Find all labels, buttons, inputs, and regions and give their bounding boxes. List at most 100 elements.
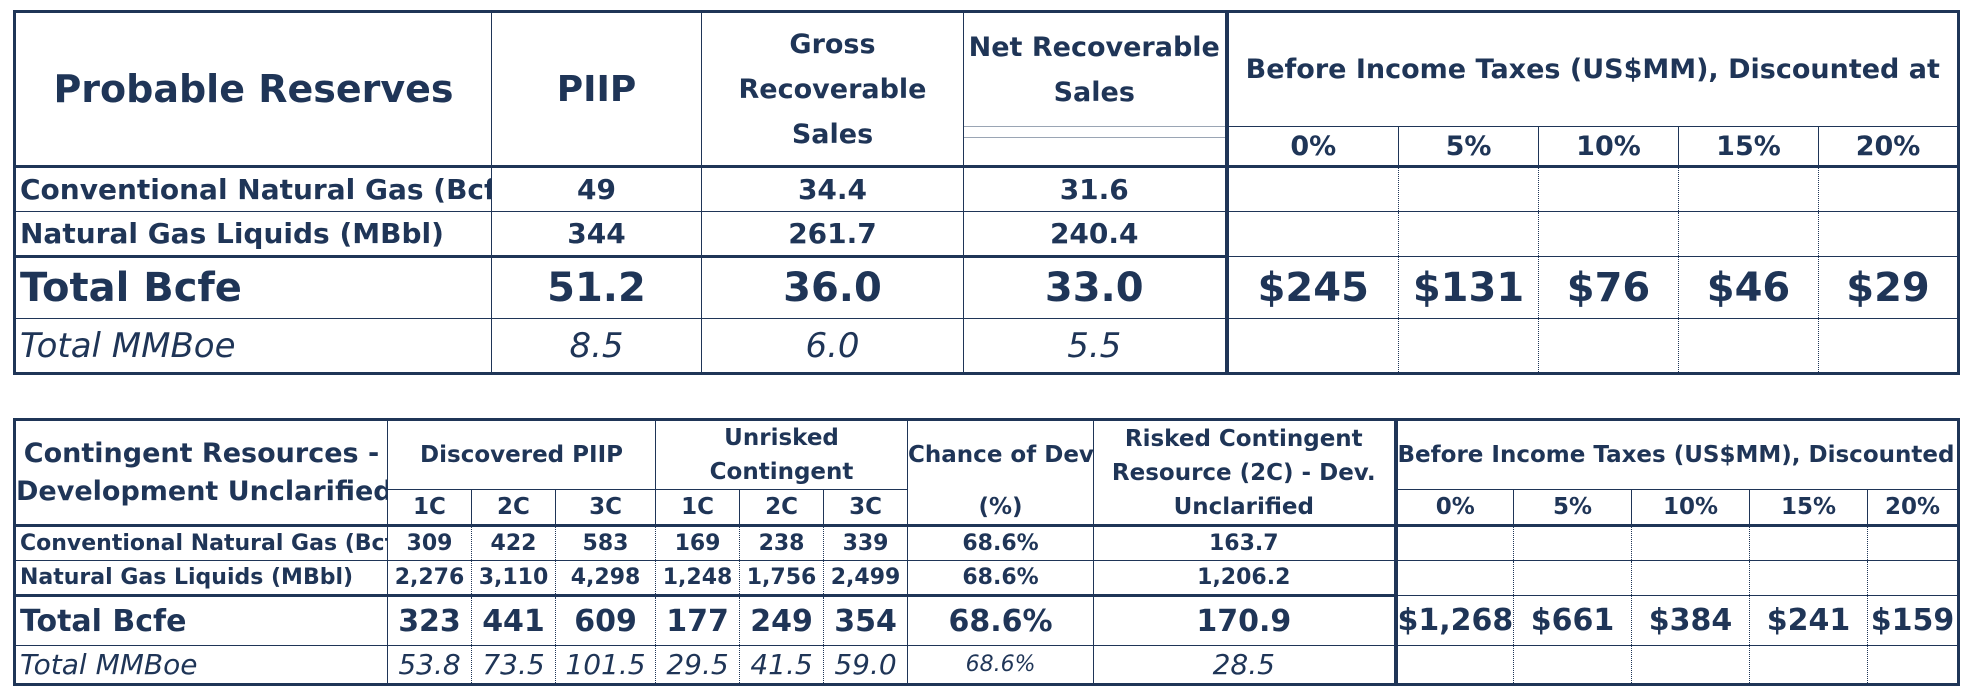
col-net-line2: Sales bbox=[1053, 76, 1135, 108]
npv-15: $46 bbox=[1678, 256, 1819, 319]
total-chance: 68.6% bbox=[907, 594, 1095, 646]
empty-cell bbox=[1224, 318, 1399, 374]
chance-value: 68.6% bbox=[907, 524, 1095, 561]
risked-value: 1,206.2 bbox=[1093, 560, 1397, 596]
piip-2c: 3,110 bbox=[471, 560, 556, 596]
empty-cell bbox=[1749, 560, 1869, 596]
unrisked-3c: 339 bbox=[823, 524, 909, 561]
case-1c: 1C bbox=[655, 489, 741, 526]
empty-cell bbox=[1867, 524, 1960, 561]
probable-reserves-table: Probable Reserves PIIP Gross Recoverable… bbox=[13, 10, 1961, 375]
gross-value: 34.4 bbox=[701, 165, 964, 212]
empty-cell bbox=[1224, 165, 1399, 212]
empty-cell bbox=[1393, 524, 1515, 561]
case-2c: 2C bbox=[471, 489, 556, 526]
npv-10: $384 bbox=[1631, 595, 1751, 646]
empty-cell bbox=[1538, 211, 1679, 257]
col-bit-header: Before Income Taxes (US$MM), Discounted … bbox=[1224, 11, 1960, 127]
col-net-line1: Net Recoverable bbox=[968, 31, 1220, 63]
piip-2c: 422 bbox=[471, 524, 556, 561]
contingent-resources-table: Contingent Resources - Development Uncla… bbox=[13, 418, 1961, 686]
net-subdivider bbox=[963, 126, 1227, 138]
col-unrisked-line1: Unrisked bbox=[724, 425, 839, 451]
total-bcfe-label: Total Bcfe bbox=[14, 255, 492, 319]
net-subdivider-2 bbox=[963, 136, 1227, 168]
npv-5: $661 bbox=[1513, 595, 1633, 646]
discount-15: 15% bbox=[1749, 489, 1869, 526]
col-chance-header: Chance of Dev. bbox=[907, 419, 1095, 490]
net-value: 240.4 bbox=[963, 211, 1227, 257]
total-bcfe-gross: 36.0 bbox=[701, 255, 964, 319]
discount-0: 0% bbox=[1393, 489, 1515, 526]
piip-3c: 583 bbox=[554, 524, 657, 561]
empty-cell bbox=[1817, 318, 1960, 374]
discount-0: 0% bbox=[1224, 126, 1399, 167]
row-label: Natural Gas Liquids (MBbl) bbox=[14, 560, 388, 596]
total-bcfe-net: 33.0 bbox=[963, 255, 1227, 319]
case-2c: 2C bbox=[739, 489, 825, 526]
empty-cell bbox=[1393, 645, 1515, 685]
empty-cell bbox=[1749, 524, 1869, 561]
empty-cell bbox=[1513, 560, 1633, 596]
net-value: 31.6 bbox=[963, 165, 1227, 212]
empty-cell bbox=[1398, 211, 1539, 257]
table-row: Conventional Natural Gas (Bcf) 49 34.4 3… bbox=[14, 165, 1960, 212]
total-unrisked-3c: 354 bbox=[823, 594, 909, 646]
empty-cell bbox=[1678, 165, 1819, 212]
case-3c: 3C bbox=[554, 489, 657, 526]
total-piip-3c: 609 bbox=[554, 594, 657, 646]
total-mmboe-label: Total MMBoe bbox=[14, 318, 492, 374]
empty-cell bbox=[1224, 211, 1399, 257]
npv-20: $159 bbox=[1867, 595, 1960, 646]
col-gross-header: Gross Recoverable Sales bbox=[701, 11, 964, 167]
contingent-title-line1: Contingent Resources - bbox=[23, 437, 380, 469]
empty-cell bbox=[1631, 560, 1751, 596]
npv-5: $131 bbox=[1398, 256, 1539, 319]
risked-value: 163.7 bbox=[1093, 524, 1397, 561]
table-row: Natural Gas Liquids (MBbl) 2,276 3,110 4… bbox=[14, 560, 1960, 596]
row-label: Natural Gas Liquids (MBbl) bbox=[14, 211, 492, 257]
discount-10: 10% bbox=[1631, 489, 1751, 526]
total-piip-2c: 441 bbox=[471, 594, 556, 646]
npv-0: $245 bbox=[1224, 256, 1399, 319]
mmboe-piip-1c: 53.8 bbox=[387, 645, 472, 685]
piip-1c: 309 bbox=[387, 524, 472, 561]
piip-1c: 2,276 bbox=[387, 560, 472, 596]
mmboe-piip-2c: 73.5 bbox=[471, 645, 556, 685]
mmboe-chance: 68.6% bbox=[907, 645, 1095, 685]
mmboe-unrisked-1c: 29.5 bbox=[655, 645, 741, 685]
col-risked-line3: Unclarified bbox=[1173, 493, 1314, 520]
total-piip-1c: 323 bbox=[387, 594, 472, 646]
empty-cell bbox=[1631, 524, 1751, 561]
unrisked-1c: 1,248 bbox=[655, 560, 741, 596]
table-row: Conventional Natural Gas (Bcf) 309 422 5… bbox=[14, 524, 1960, 561]
row-label: Conventional Natural Gas (Bcf) bbox=[14, 165, 492, 212]
total-bcfe-row: Total Bcfe 323 441 609 177 249 354 68.6%… bbox=[14, 594, 1960, 646]
empty-cell bbox=[1513, 524, 1633, 561]
piip-value: 49 bbox=[491, 165, 702, 212]
table-row: Natural Gas Liquids (MBbl) 344 261.7 240… bbox=[14, 211, 1960, 257]
total-unrisked-2c: 249 bbox=[739, 594, 825, 646]
col-unrisked-line2: Contingent bbox=[709, 459, 854, 485]
chance-value: 68.6% bbox=[907, 560, 1095, 596]
empty-cell bbox=[1678, 211, 1819, 257]
total-bcfe-piip: 51.2 bbox=[491, 255, 702, 319]
col-discovered-piip-header: Discovered PIIP bbox=[386, 419, 657, 490]
empty-cell bbox=[1867, 560, 1960, 596]
piip-3c: 4,298 bbox=[554, 560, 657, 596]
col-bit-header: Before Income Taxes (US$MM), Discounted … bbox=[1393, 419, 1960, 490]
case-1c: 1C bbox=[387, 489, 472, 526]
npv-15: $241 bbox=[1749, 595, 1869, 646]
col-gross-line3: Sales bbox=[791, 118, 874, 150]
npv-10: $76 bbox=[1538, 256, 1679, 319]
total-mmboe-row: Total MMBoe 8.5 6.0 5.5 bbox=[14, 318, 1960, 374]
gross-value: 261.7 bbox=[701, 211, 964, 257]
empty-cell bbox=[1817, 165, 1960, 212]
discount-15: 15% bbox=[1678, 126, 1819, 167]
discount-20: 20% bbox=[1867, 489, 1960, 526]
total-mmboe-piip: 8.5 bbox=[491, 318, 702, 374]
discount-20: 20% bbox=[1817, 126, 1960, 167]
empty-cell bbox=[1867, 645, 1960, 685]
unrisked-3c: 2,499 bbox=[823, 560, 909, 596]
unrisked-2c: 238 bbox=[739, 524, 825, 561]
